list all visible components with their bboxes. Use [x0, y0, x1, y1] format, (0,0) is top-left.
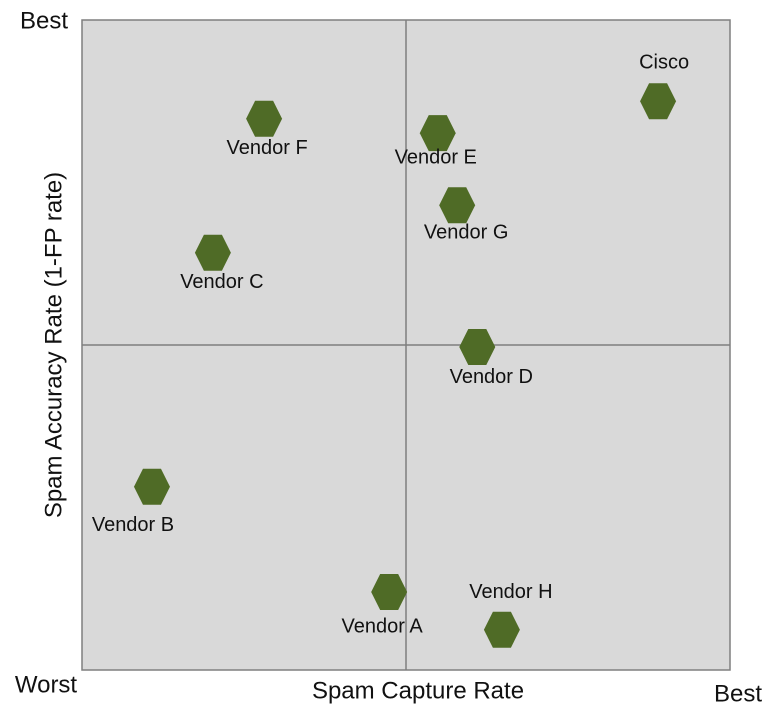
x-axis-label: Spam Capture Rate [312, 677, 524, 704]
vendor-label: Vendor A [342, 615, 424, 637]
vendor-marker [640, 83, 677, 120]
vendor-marker [133, 468, 170, 505]
vendor-marker [194, 234, 231, 271]
vendor-label: Vendor D [450, 366, 533, 388]
vendor-label: Vendor B [92, 514, 174, 536]
x-best-label: Best [714, 680, 762, 707]
vendor-marker [459, 328, 496, 365]
vendor-label: Vendor E [395, 146, 477, 168]
vendor-label: Cisco [639, 52, 689, 74]
vendor-marker [419, 115, 456, 152]
vendor-label: Vendor F [227, 137, 308, 159]
vendor-marker [483, 611, 520, 648]
y-best-label: Best [20, 7, 68, 34]
origin-label: Worst [15, 671, 78, 698]
vendor-label: Vendor G [424, 222, 509, 244]
vendor-label: Vendor C [180, 271, 263, 293]
vendor-label: Vendor H [469, 581, 552, 603]
vendor-marker [371, 574, 408, 610]
vendor-marker [439, 187, 476, 224]
vendor-marker [246, 100, 283, 137]
y-axis-label: Spam Accuracy Rate (1-FP rate) [40, 172, 67, 518]
